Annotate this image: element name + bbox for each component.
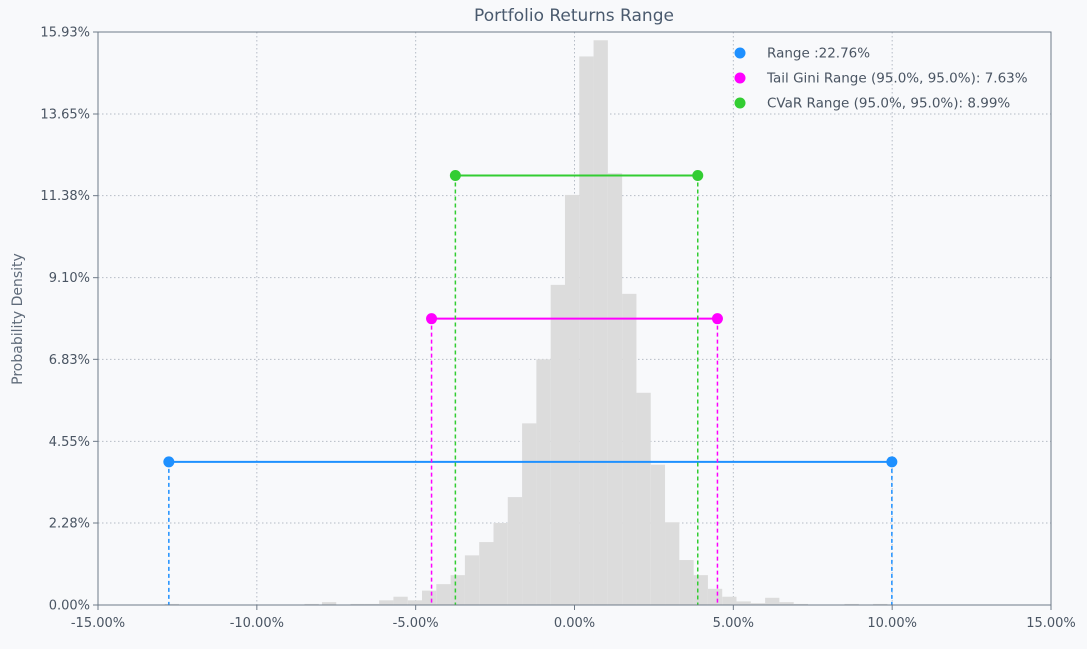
histogram-bar [579, 56, 594, 605]
histogram-bar [393, 596, 408, 605]
x-tick-label: 0.00% [554, 616, 595, 631]
histogram-bar [321, 602, 337, 605]
range-series [163, 170, 898, 605]
histogram-bar [164, 603, 180, 605]
y-tick-label: 13.65% [40, 108, 90, 123]
histogram-bar [379, 600, 394, 605]
y-tick-label: 9.10% [49, 271, 90, 286]
histogram-bar [507, 497, 523, 605]
histogram-bar [593, 40, 608, 605]
histogram-bar [622, 293, 637, 605]
histogram-bar [422, 590, 437, 605]
legend-label: Range :22.76% [767, 46, 870, 62]
histogram-bars [164, 40, 888, 606]
chart-title: Portfolio Returns Range [474, 6, 674, 26]
histogram-bar [736, 601, 751, 605]
histogram-bar [722, 596, 737, 605]
legend: Range :22.76% Tail Gini Range (95.0%, 95.… [734, 46, 1028, 112]
histogram-bar [607, 173, 623, 606]
histogram-bar [350, 603, 365, 605]
y-axis-label: Probability Density [10, 253, 26, 385]
range-endpoint [711, 313, 723, 325]
range-endpoint [163, 456, 175, 468]
histogram-bar [707, 588, 723, 605]
range-endpoint [426, 313, 438, 325]
x-tick-label: -10.00% [230, 616, 284, 631]
y-tick-label: 6.83% [49, 353, 90, 368]
histogram-bar [679, 560, 694, 605]
y-tick-label: 2.28% [49, 516, 90, 531]
histogram-bar [750, 603, 766, 605]
x-tick-label: 10.00% [867, 616, 917, 631]
x-tick-label: 15.00% [1026, 616, 1076, 631]
histogram-bar [479, 542, 494, 605]
y-tick-label: 15.93% [40, 26, 90, 41]
histogram-bar [364, 603, 380, 605]
histogram-bar [873, 603, 888, 605]
axis-ticks: -15.00% -10.00% -5.00% 0.00% 5.00% 10.00% 15.0… [40, 26, 1075, 632]
histogram-bar [693, 575, 708, 605]
x-tick-label: 5.00% [713, 616, 754, 631]
histogram-bar [436, 584, 451, 605]
histogram-bar [793, 603, 808, 605]
range-endpoint [886, 456, 898, 468]
histogram-bar [450, 575, 465, 605]
histogram-bar [650, 464, 666, 605]
histogram-bar [844, 603, 859, 605]
legend-label: CVaR Range (95.0%, 95.0%): 8.99% [767, 96, 1010, 112]
y-tick-label: 4.55% [49, 435, 90, 450]
histogram-bar [304, 603, 319, 605]
legend-marker [734, 97, 746, 109]
histogram-bar [779, 602, 794, 605]
range-endpoint [449, 170, 461, 182]
histogram-bar [550, 284, 565, 605]
histogram-bar [765, 597, 780, 605]
y-tick-label: 0.00% [49, 599, 90, 614]
legend-label: Tail Gini Range (95.0%, 95.0%): 7.63% [766, 71, 1028, 87]
x-tick-label: -5.00% [393, 616, 439, 631]
histogram-bar [636, 392, 651, 605]
histogram-bar [665, 522, 680, 605]
legend-marker [734, 47, 746, 59]
legend-marker [734, 72, 746, 84]
histogram-bar [522, 423, 537, 605]
histogram-bar [536, 359, 551, 605]
x-tick-label: -15.00% [71, 616, 125, 631]
histogram-bar [464, 555, 480, 605]
range-endpoint [692, 170, 704, 182]
histogram-bar [564, 194, 580, 606]
histogram-bar [493, 522, 508, 605]
histogram-bar [407, 600, 423, 605]
y-tick-label: 11.38% [40, 189, 90, 204]
